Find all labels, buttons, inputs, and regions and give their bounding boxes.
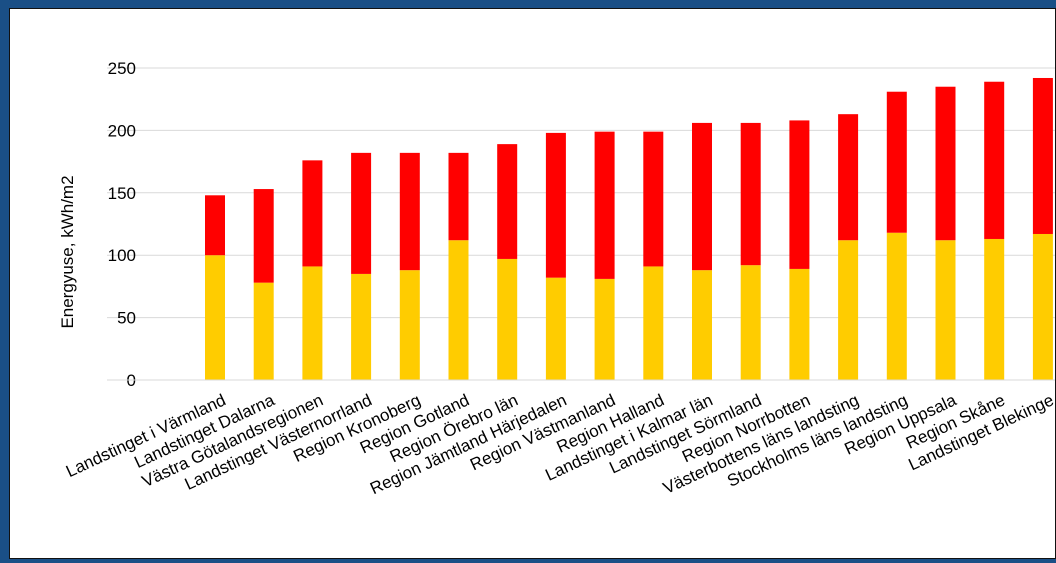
bar-segment-upper [351,152,372,274]
bar-segment-lower [1032,233,1053,380]
bar-segment-lower [935,240,956,380]
bar-segment-lower [984,238,1005,380]
bar-segment-upper [399,152,420,271]
chart-frame: Energyuse, kWh/m2 0 50 100 150 200 250 Landsti… [9,8,1056,559]
bar-segment-upper [789,120,810,269]
y-axis-label: Energyuse, kWh/m2 [58,175,77,328]
bar-segment-lower [253,282,274,380]
y-tick-label: 200 [108,121,136,140]
bar-segment-upper [984,81,1005,239]
y-tick-label: 100 [108,246,136,265]
bar-segment-lower [789,268,810,380]
bar-segment-lower [886,232,907,380]
bar-segment-lower [740,265,761,380]
bar-segment-lower [594,278,615,380]
bar-segment-lower [205,255,225,380]
bar-segment-upper [692,122,712,271]
bar-segment-upper [302,160,323,267]
y-tick-label: 50 [117,309,136,328]
bar-segment-lower [643,266,664,380]
bar-segment-upper [935,86,956,241]
bar-segment-lower [545,277,566,380]
bar-segment-upper [740,122,761,266]
bar-segment-upper [448,152,469,241]
bar-segment-lower [399,270,420,380]
bar-segment-upper [253,189,274,283]
bar-segment-lower [838,240,859,380]
stacked-bar-chart: Energyuse, kWh/m2 050100150200250Landsti… [58,59,1056,498]
bar-segment-lower [497,258,518,380]
bar-segment-lower [692,270,712,380]
bar-segment-lower [448,240,469,380]
y-tick-label: 150 [108,184,136,203]
bar-segment-upper [594,131,615,279]
bar-segment-upper [497,144,518,259]
bar-segment-upper [838,114,859,241]
bar-segment-lower [302,266,323,380]
bar-segment-upper [1032,77,1053,234]
bar-segment-upper [886,91,907,233]
y-tick-label: 250 [108,59,136,78]
bar-segment-upper [643,131,664,267]
bar-segment-upper [205,195,225,256]
bar-segment-upper [545,132,566,278]
bar-segment-lower [351,273,372,380]
